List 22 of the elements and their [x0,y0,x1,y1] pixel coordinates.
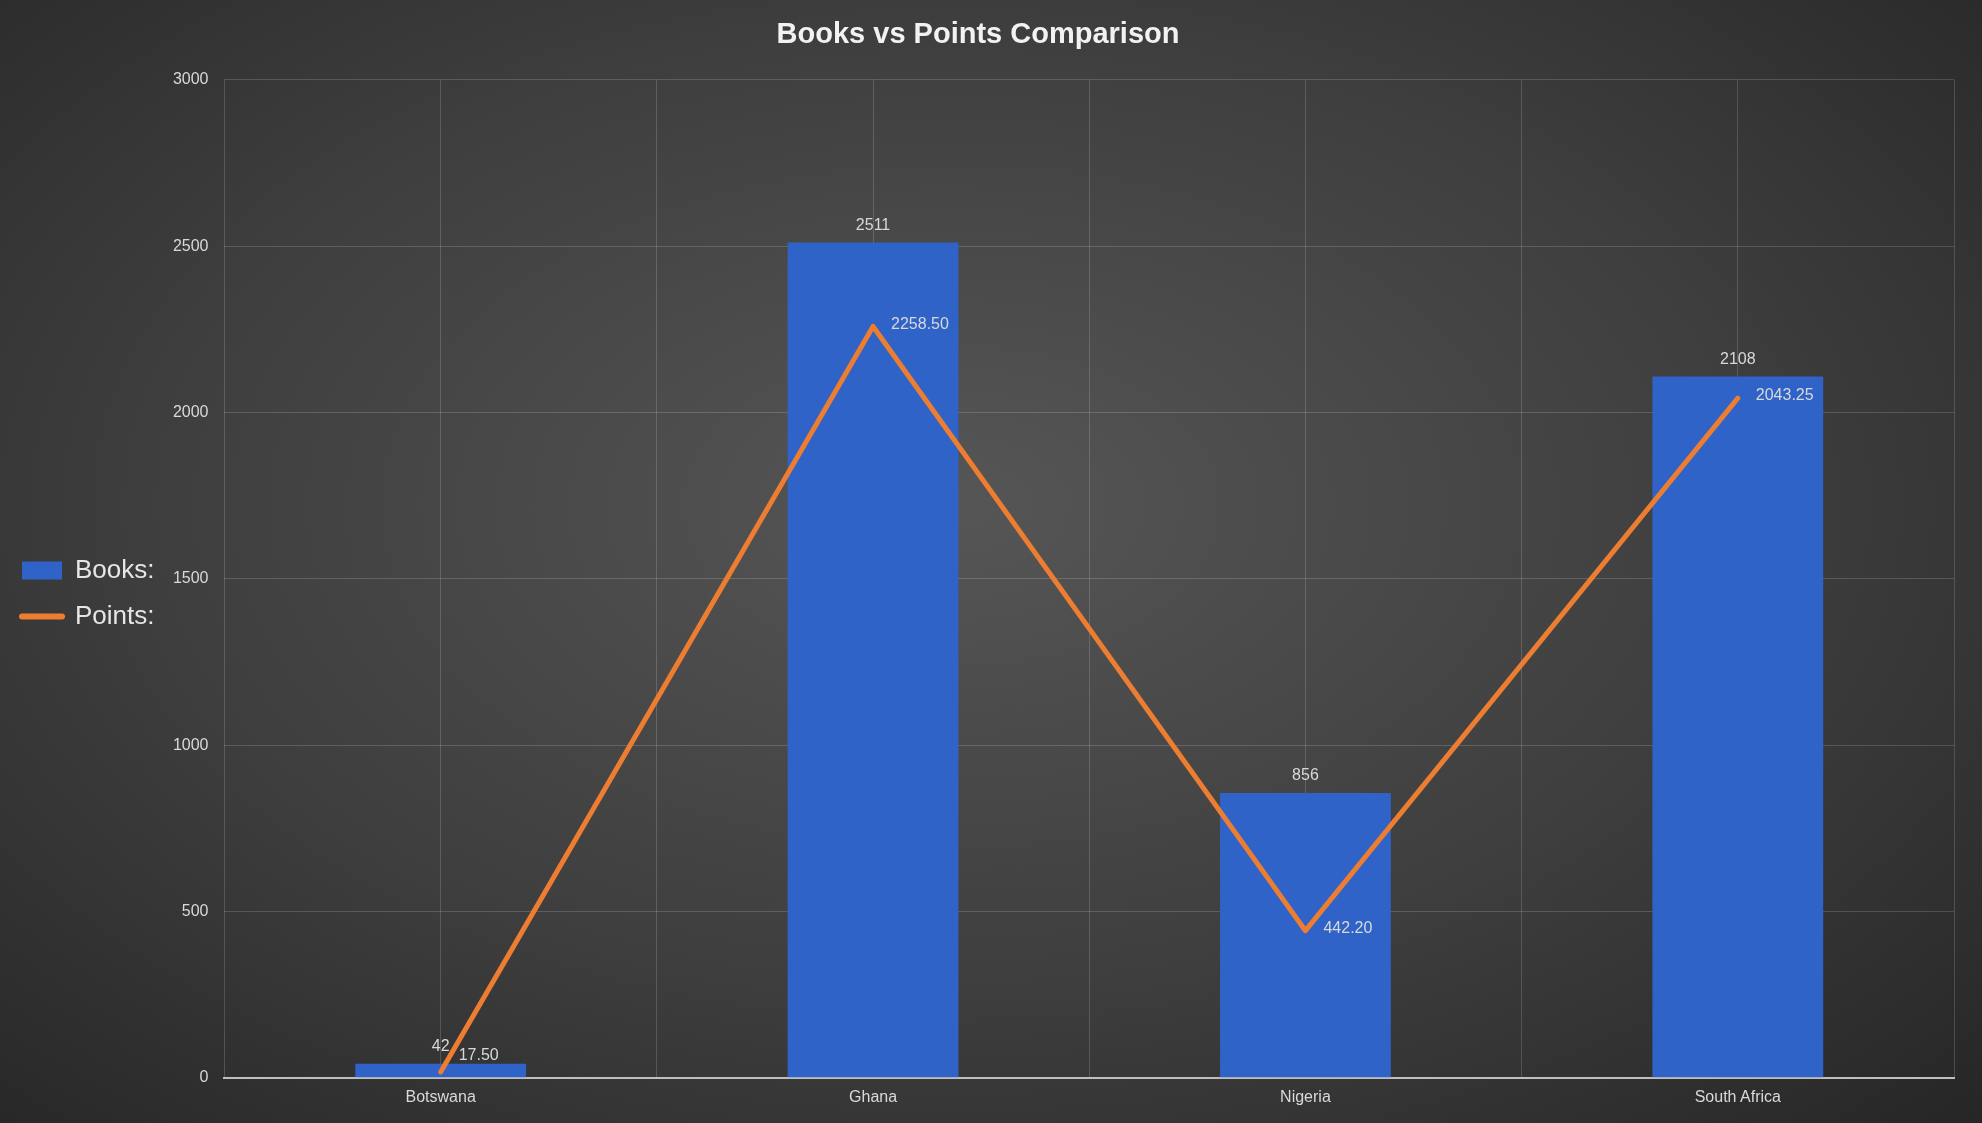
x-tick-label: South Africa [1694,1087,1782,1105]
data-label: 2511 [855,215,891,233]
x-tick-label: Botswana [405,1087,476,1105]
data-label: 2258.50 [891,314,949,332]
data-label: 17.50 [458,1046,499,1064]
data-label: 42 [431,1037,450,1055]
data-label: 2043.25 [1755,386,1814,404]
legend-label: Books: [75,553,155,584]
data-label: 2108 [1720,349,1756,367]
chart-title: Books vs Points Comparison [776,17,1180,50]
y-tick-label: 1000 [172,735,209,753]
y-tick-label: 1500 [172,569,209,587]
x-tick-label: Ghana [849,1087,898,1105]
data-label: 856 [1292,766,1319,784]
x-tick-label: Nigeria [1280,1087,1331,1105]
y-tick-label: 500 [181,901,209,919]
y-tick-label: 2000 [172,402,209,420]
y-tick-label: 3000 [172,70,209,88]
data-label: 442.20 [1323,919,1373,937]
legend-label: Points: [75,599,155,630]
y-tick-label: 0 [199,1068,209,1086]
y-tick-label: 2500 [172,236,209,254]
